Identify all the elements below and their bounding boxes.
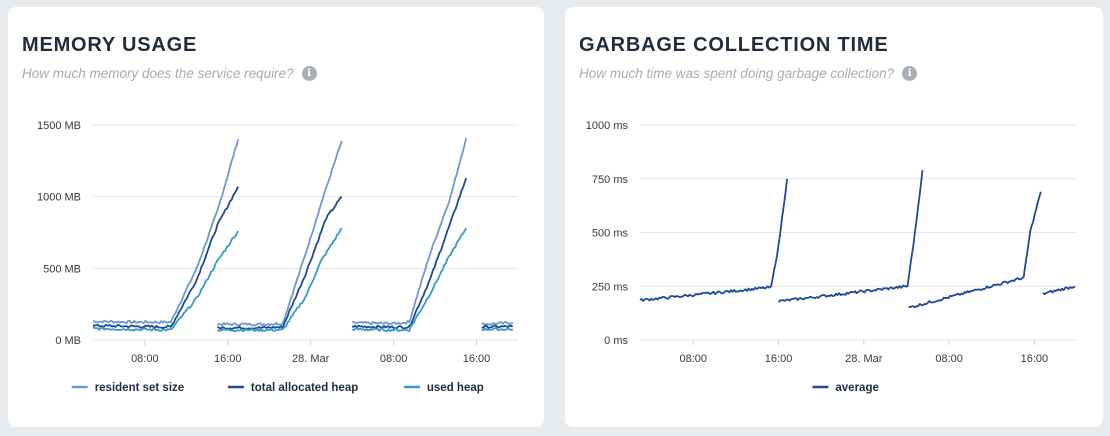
memory-usage-chart: 0 MB 500 MB 1000 MB 1500 MB 08:00 16:00 28. Ma… — [37, 120, 518, 394]
series-line-total-allocated-heap — [216, 195, 343, 331]
x-tick-label: 16:00 — [214, 353, 242, 365]
series-line-average — [777, 170, 924, 303]
series-line-resident-set-size — [481, 321, 514, 327]
series-line-total-allocated-heap — [481, 324, 514, 330]
x-tick-label: 16:00 — [463, 353, 491, 365]
x-tick-label: 16:00 — [1021, 353, 1049, 365]
panel-title: GARBAGE COLLECTION TIME — [579, 34, 889, 56]
gc-time-chart: 0 ms 250 ms 500 ms 750 ms 1000 ms 08:00 16:00 2… — [586, 120, 1077, 394]
y-tick-label: 500 ms — [592, 228, 629, 240]
x-tick-label: 08:00 — [935, 353, 963, 365]
legend-label: average — [835, 382, 878, 394]
x-tick-label: 16:00 — [765, 353, 793, 365]
legend-label: resident set size — [95, 382, 184, 394]
subtitle-text: How much memory does the service require… — [22, 66, 294, 81]
x-tick-label: 08:00 — [131, 353, 159, 365]
x-tick-label: 08:00 — [680, 353, 708, 365]
y-tick-label: 0 ms — [604, 335, 628, 347]
legend-item[interactable]: used heap — [403, 382, 484, 394]
y-tick-label: 250 ms — [592, 281, 629, 293]
series-line-used-heap — [481, 327, 514, 332]
y-tick-label: 1000 ms — [586, 120, 629, 132]
panel-title: MEMORY USAGE — [22, 34, 198, 56]
y-tick-label: 1500 MB — [37, 120, 81, 132]
garbage-collection-panel: GARBAGE COLLECTION TIME How much time wa… — [565, 7, 1103, 427]
series-line-resident-set-size — [351, 137, 468, 326]
series-line-average — [639, 178, 788, 302]
legend-label: used heap — [427, 382, 484, 394]
panel-subtitle: How much memory does the service require… — [22, 66, 317, 81]
info-icon[interactable]: i — [902, 66, 918, 81]
y-tick-label: 0 MB — [55, 335, 81, 347]
series-line-used-heap — [92, 230, 239, 332]
subtitle-text: How much time was spent doing garbage co… — [579, 66, 895, 81]
legend-item[interactable]: total allocated heap — [227, 382, 358, 394]
x-tick-label: 08:00 — [380, 353, 408, 365]
legend-item[interactable]: average — [812, 382, 879, 394]
memory-usage-panel: MEMORY USAGE How much memory does the se… — [8, 7, 544, 427]
series-line-used-heap — [351, 227, 467, 333]
legend-label: total allocated heap — [251, 382, 358, 394]
x-tick-label: 28. Mar — [292, 353, 330, 365]
y-tick-label: 750 ms — [592, 174, 629, 186]
series-line-average — [1042, 285, 1076, 296]
y-tick-label: 500 MB — [43, 263, 81, 275]
series-line-resident-set-size — [92, 139, 239, 325]
series-line-total-allocated-heap — [92, 186, 239, 330]
info-icon[interactable]: i — [301, 66, 317, 81]
panel-subtitle: How much time was spent doing garbage co… — [579, 66, 918, 81]
series-line-used-heap — [216, 227, 343, 333]
series-line-resident-set-size — [217, 140, 343, 327]
series-line-average — [908, 191, 1042, 309]
y-tick-label: 1000 MB — [37, 192, 81, 204]
x-tick-label: 28. Mar — [845, 353, 883, 365]
legend-item[interactable]: resident set size — [71, 382, 184, 394]
series-line-total-allocated-heap — [352, 177, 468, 330]
